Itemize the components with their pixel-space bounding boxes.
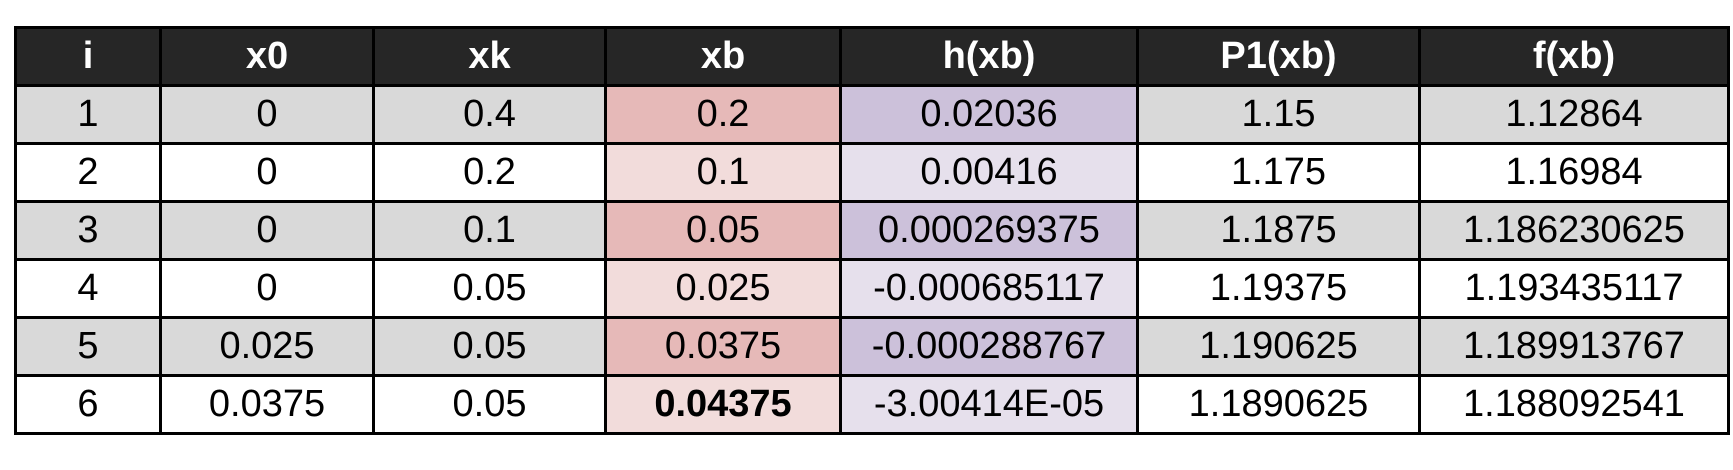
cell-xk: 0.2: [372, 142, 607, 203]
header-h-xb: h(xb): [839, 26, 1139, 87]
cell-x0: 0.0375: [159, 374, 375, 435]
header-xk: xk: [372, 26, 607, 87]
cell-f-xb: 1.12864: [1418, 84, 1730, 145]
table-header-row: i x0 xk xb h(xb) P1(xb) f(xb): [14, 26, 1730, 87]
cell-i: 6: [14, 374, 162, 435]
cell-xb: 0.0375: [604, 316, 842, 377]
cell-x0: 0.025: [159, 316, 375, 377]
cell-p1-xb: 1.1875: [1136, 200, 1421, 261]
table-row: 6 0.0375 0.05 0.04375 -3.00414E-05 1.189…: [14, 374, 1730, 435]
table-row: 5 0.025 0.05 0.0375 -0.000288767 1.19062…: [14, 316, 1730, 377]
table-row: 2 0 0.2 0.1 0.00416 1.175 1.16984: [14, 142, 1730, 203]
cell-xk: 0.05: [372, 316, 607, 377]
results-table-container: i x0 xk xb h(xb) P1(xb) f(xb) 1 0 0.4 0.…: [14, 26, 1730, 435]
cell-h-xb: 0.00416: [839, 142, 1139, 203]
cell-x0: 0: [159, 258, 375, 319]
cell-xk: 0.05: [372, 374, 607, 435]
header-p1-xb: P1(xb): [1136, 26, 1421, 87]
cell-h-xb: -0.000288767: [839, 316, 1139, 377]
cell-i: 5: [14, 316, 162, 377]
cell-xb: 0.2: [604, 84, 842, 145]
cell-xk: 0.4: [372, 84, 607, 145]
cell-p1-xb: 1.190625: [1136, 316, 1421, 377]
cell-p1-xb: 1.19375: [1136, 258, 1421, 319]
table-row: 1 0 0.4 0.2 0.02036 1.15 1.12864: [14, 84, 1730, 145]
cell-f-xb: 1.189913767: [1418, 316, 1730, 377]
cell-f-xb: 1.193435117: [1418, 258, 1730, 319]
cell-x0: 0: [159, 200, 375, 261]
cell-xb: 0.1: [604, 142, 842, 203]
cell-x0: 0: [159, 84, 375, 145]
table-row: 3 0 0.1 0.05 0.000269375 1.1875 1.186230…: [14, 200, 1730, 261]
cell-i: 1: [14, 84, 162, 145]
cell-x0: 0: [159, 142, 375, 203]
cell-f-xb: 1.16984: [1418, 142, 1730, 203]
cell-f-xb: 1.186230625: [1418, 200, 1730, 261]
cell-xk: 0.1: [372, 200, 607, 261]
cell-i: 3: [14, 200, 162, 261]
cell-h-xb: 0.000269375: [839, 200, 1139, 261]
header-x0: x0: [159, 26, 375, 87]
cell-i: 4: [14, 258, 162, 319]
cell-h-xb: -3.00414E-05: [839, 374, 1139, 435]
header-i: i: [14, 26, 162, 87]
cell-xb-final: 0.04375: [604, 374, 842, 435]
table-row: 4 0 0.05 0.025 -0.000685117 1.19375 1.19…: [14, 258, 1730, 319]
cell-xb: 0.05: [604, 200, 842, 261]
cell-p1-xb: 1.175: [1136, 142, 1421, 203]
cell-f-xb: 1.188092541: [1418, 374, 1730, 435]
cell-i: 2: [14, 142, 162, 203]
cell-p1-xb: 1.15: [1136, 84, 1421, 145]
cell-xb: 0.025: [604, 258, 842, 319]
iteration-table: i x0 xk xb h(xb) P1(xb) f(xb) 1 0 0.4 0.…: [14, 26, 1730, 435]
cell-h-xb: 0.02036: [839, 84, 1139, 145]
header-f-xb: f(xb): [1418, 26, 1730, 87]
cell-xk: 0.05: [372, 258, 607, 319]
cell-p1-xb: 1.1890625: [1136, 374, 1421, 435]
cell-h-xb: -0.000685117: [839, 258, 1139, 319]
header-xb: xb: [604, 26, 842, 87]
